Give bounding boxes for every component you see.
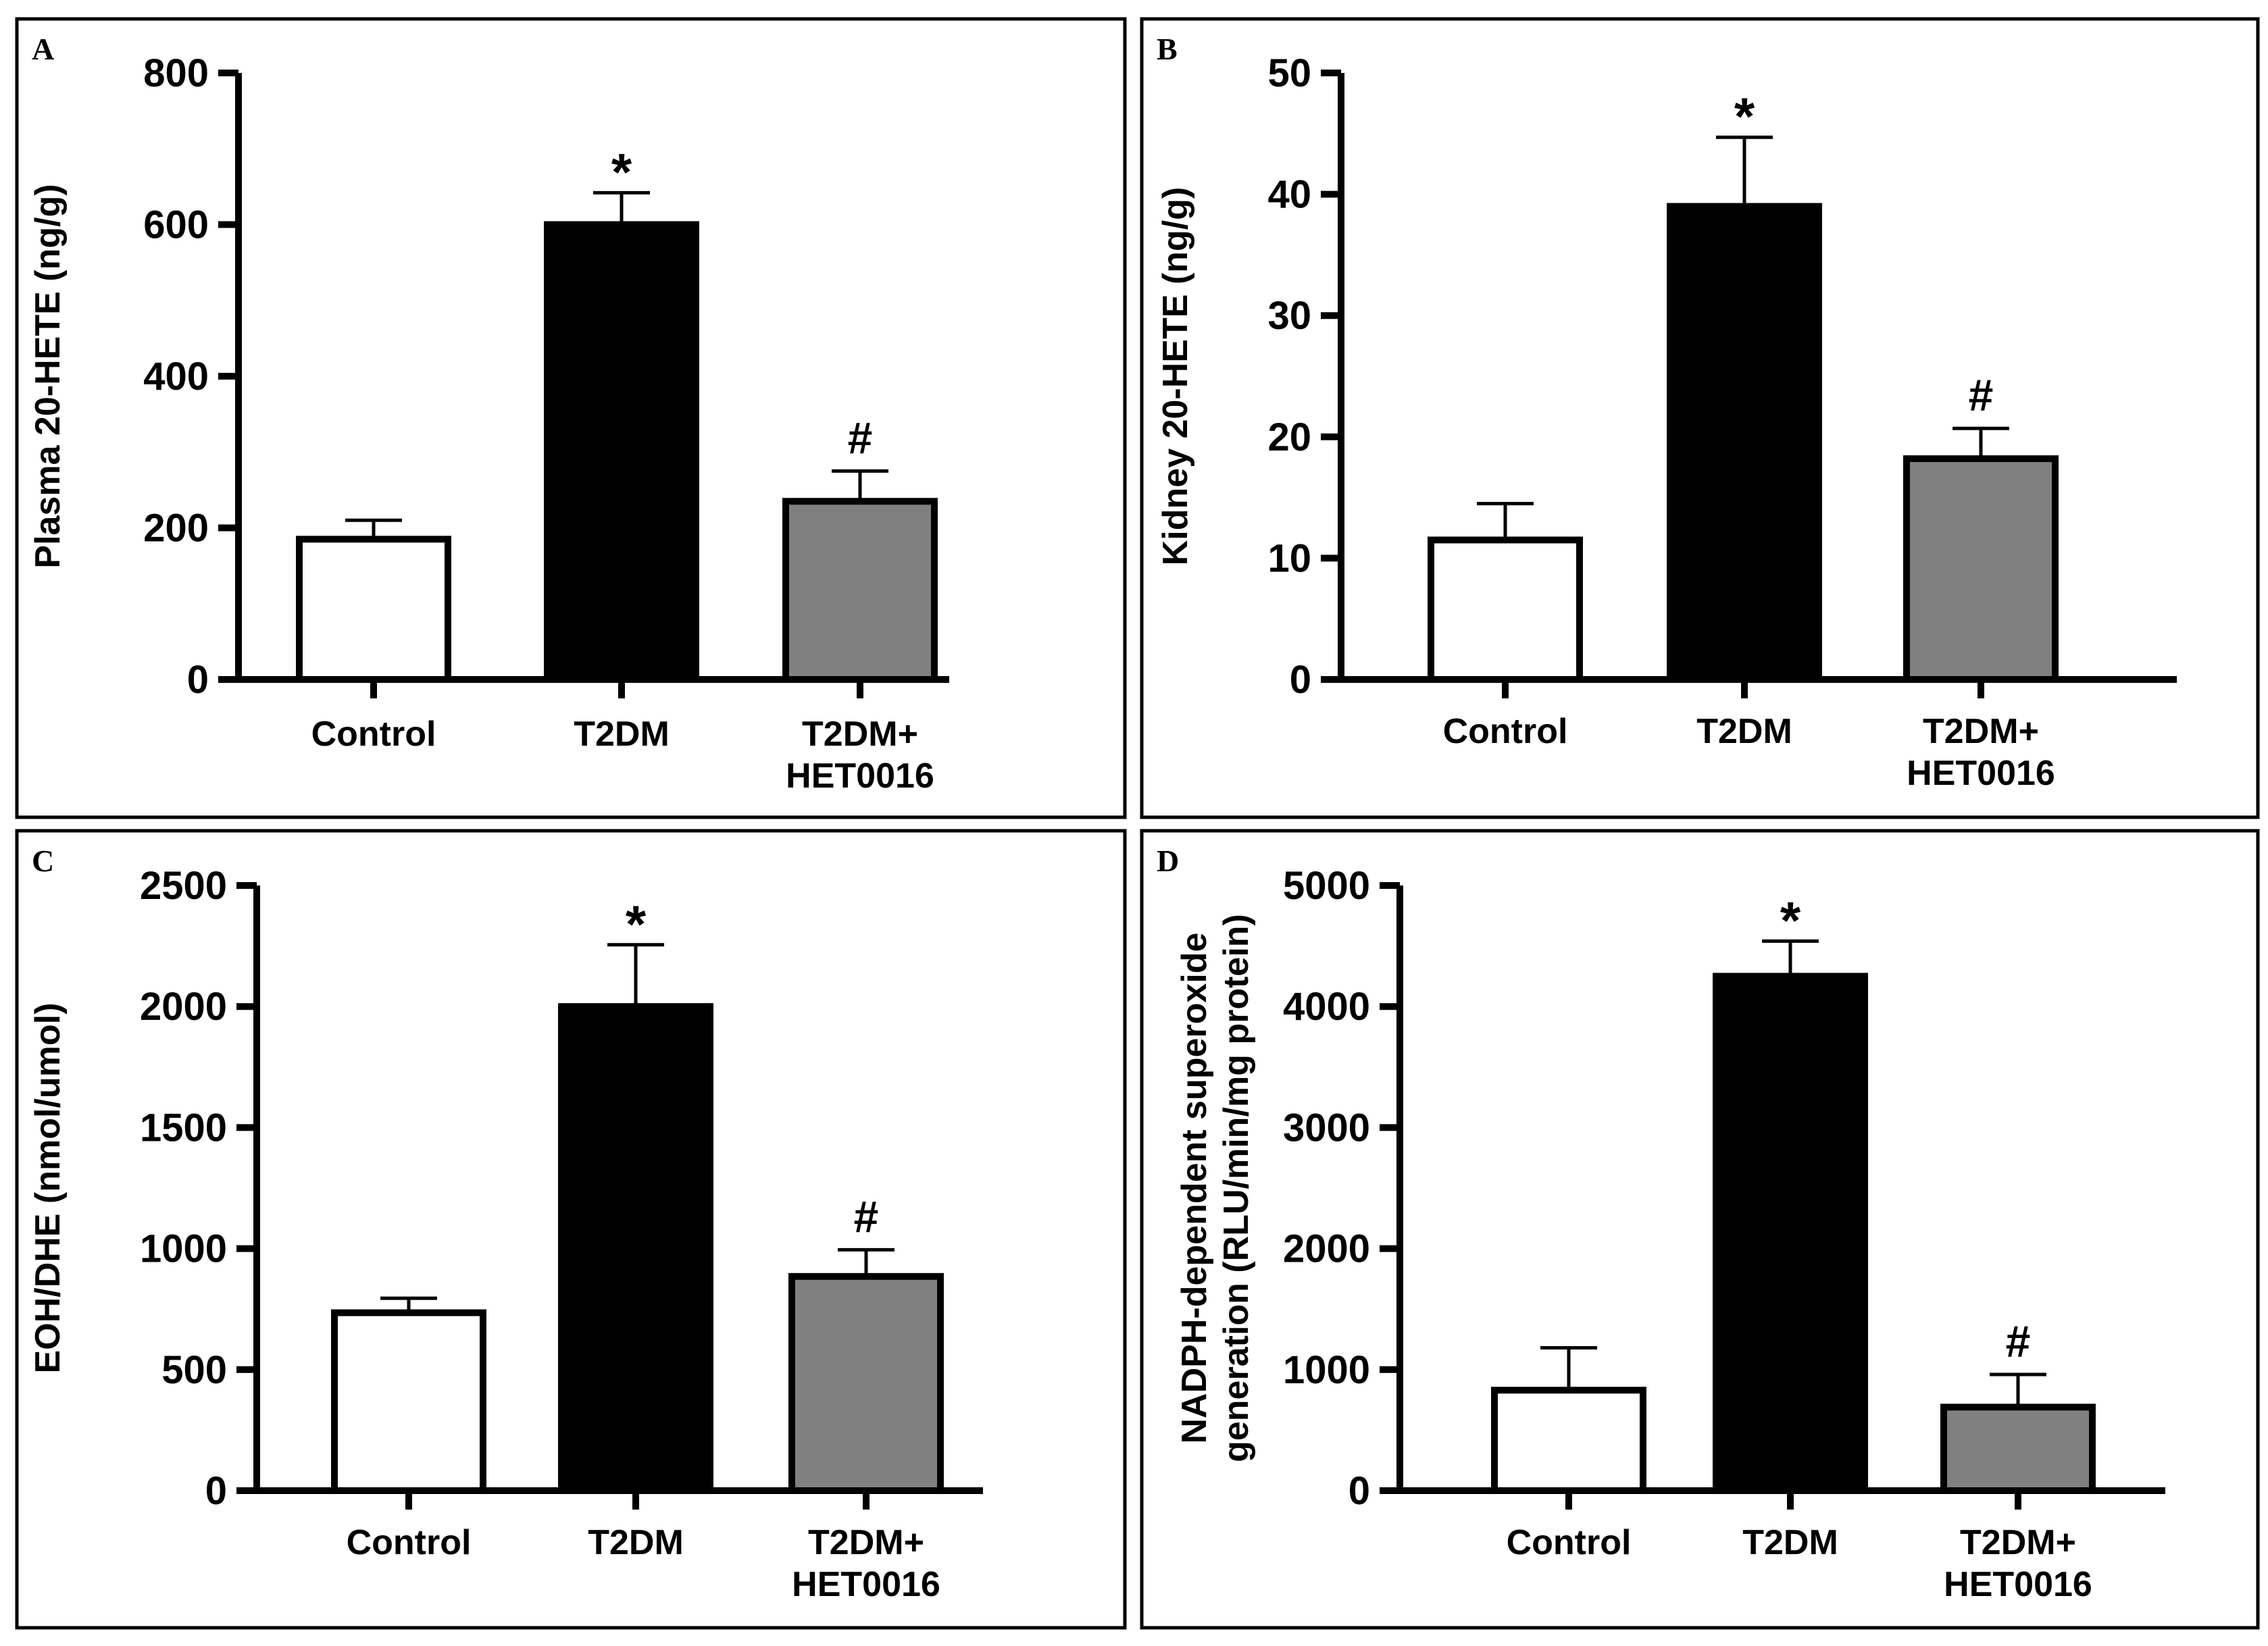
x-tick-label: HET0016 [786, 756, 934, 796]
y-tick-label: 1500 [140, 1106, 227, 1150]
x-tick-label: T2DM+ [1923, 712, 2039, 751]
x-tick-label: Control [311, 715, 436, 754]
y-tick-label: 10 [1267, 536, 1311, 580]
y-axis-label: generation (RLU/min/mg protein) [1217, 914, 1256, 1462]
y-tick-label: 0 [205, 1469, 227, 1513]
y-tick-label: 600 [143, 203, 209, 247]
x-tick-label: Control [347, 1523, 472, 1562]
bar [544, 221, 699, 683]
bar [558, 1003, 713, 1494]
y-tick-label: 200 [143, 507, 209, 550]
bar [1428, 536, 1583, 684]
significance-hash: # [848, 413, 873, 463]
bar [1491, 1387, 1646, 1494]
x-tick-label: Control [1507, 1523, 1632, 1562]
panel-frame [15, 829, 1127, 1630]
panel-frame [15, 17, 1127, 819]
significance-hash: # [1969, 370, 1994, 420]
panel-b: B 0 10 20 30 40 50 Kidney 20-HETE (ng/g) Control… [1140, 17, 2260, 819]
x-tick-label: T2DM+ [802, 715, 918, 754]
panel-label: C [32, 844, 54, 878]
x-tick-label: T2DM [1696, 712, 1792, 751]
bar [788, 1272, 944, 1495]
y-axis-label: NADPH-dependent superoxide [1175, 933, 1214, 1444]
significance-asterisk: * [611, 142, 632, 201]
y-tick-label: 500 [161, 1348, 227, 1392]
panel-c: C 0 500 1000 1500 2000 2500 EOH/DHE (nmol/umol)… [15, 829, 1127, 1630]
significance-hash: # [2006, 1316, 2031, 1366]
bar [1667, 203, 1822, 683]
significance-asterisk: * [626, 894, 647, 954]
y-tick-label: 3000 [1283, 1106, 1370, 1150]
y-axis-label: EOH/DHE (nmol/umol) [28, 1003, 68, 1374]
panel-a: A 0 200 400 600 800 Plasma 20-HETE (ng/g) Contr… [15, 17, 1127, 819]
y-axis-label: Plasma 20-HETE (ng/g) [28, 184, 68, 568]
y-tick-label: 0 [1349, 1469, 1370, 1513]
x-tick-label: T2DM [588, 1523, 684, 1562]
bar [782, 498, 938, 684]
x-tick-label: Control [1443, 712, 1568, 751]
bar [1940, 1404, 2096, 1495]
y-axis-label: Kidney 20-HETE (ng/g) [1156, 187, 1195, 565]
panel-label: D [1157, 844, 1179, 878]
significance-asterisk: * [1780, 890, 1801, 950]
x-tick-label: T2DM [574, 715, 670, 754]
bar [1713, 973, 1868, 1494]
y-tick-label: 50 [1267, 51, 1311, 95]
panel-frame [1140, 829, 2260, 1630]
bar [296, 536, 451, 684]
y-tick-label: 2000 [1283, 1227, 1370, 1271]
y-tick-label: 5000 [1283, 864, 1370, 908]
y-tick-label: 40 [1267, 173, 1311, 217]
significance-hash: # [854, 1191, 879, 1241]
y-tick-label: 1000 [1283, 1348, 1370, 1392]
panel-frame [1140, 17, 2260, 819]
x-tick-label: HET0016 [792, 1565, 940, 1604]
y-tick-label: 4000 [1283, 985, 1370, 1029]
y-tick-label: 1000 [140, 1227, 227, 1271]
x-tick-label: HET0016 [1907, 754, 2055, 793]
panel-label: A [32, 32, 54, 66]
x-tick-label: T2DM+ [808, 1523, 924, 1562]
significance-asterisk: * [1734, 86, 1755, 146]
panel-label: B [1157, 32, 1178, 66]
y-tick-label: 2500 [140, 864, 227, 908]
y-tick-label: 800 [143, 51, 209, 95]
panel-d: D 0 1000 2000 3000 4000 5000 NADPH-dependent su… [1140, 829, 2260, 1630]
y-tick-label: 2000 [140, 985, 227, 1029]
y-tick-label: 400 [143, 355, 209, 398]
y-tick-label: 0 [1290, 658, 1311, 702]
y-tick-label: 20 [1267, 415, 1311, 459]
bar [1903, 455, 2059, 683]
x-tick-label: HET0016 [1944, 1565, 2092, 1604]
x-tick-label: T2DM [1742, 1523, 1838, 1562]
x-tick-label: T2DM+ [1960, 1523, 2076, 1562]
bar [331, 1309, 486, 1495]
y-tick-label: 30 [1267, 294, 1311, 338]
y-tick-label: 0 [187, 658, 209, 702]
